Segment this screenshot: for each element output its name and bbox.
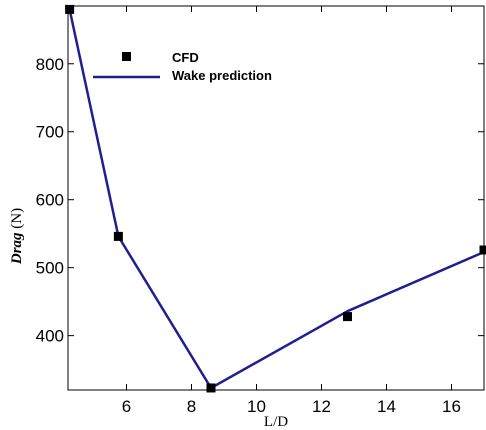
cfd-point [113, 231, 123, 241]
cfd-point [206, 383, 216, 393]
y-axis-title: Drag (N) [9, 208, 25, 265]
y-axis-title-main: Drag [9, 232, 25, 265]
x-tick-label: 16 [442, 397, 461, 416]
y-tick-label: 500 [36, 259, 64, 278]
x-tick-label: 14 [377, 397, 396, 416]
cfd-point [343, 312, 352, 322]
wake-prediction-line [68, 9, 485, 390]
cfd-point [479, 245, 486, 255]
legend-cfd-marker [122, 52, 131, 61]
x-tick-label: 6 [122, 397, 131, 416]
y-tick-label: 600 [36, 191, 64, 210]
legend-cfd-label: CFD [172, 50, 199, 65]
y-tick-label: 700 [36, 123, 64, 142]
legend-wake-label: Wake prediction [172, 68, 272, 83]
axis-ticks: 6 8 10 12 14 16 400 500 600 700 800 [36, 6, 484, 416]
y-axis-title-unit: (N) [9, 208, 25, 233]
cfd-point [65, 4, 75, 14]
x-tick-label: 12 [312, 397, 331, 416]
x-tick-label: 10 [247, 397, 266, 416]
y-tick-label: 800 [36, 55, 64, 74]
x-tick-label: 8 [187, 397, 196, 416]
series-layer [65, 4, 486, 393]
plot-frame [67, 5, 485, 391]
y-tick-label: 400 [36, 327, 64, 346]
x-axis-title: L/D [264, 414, 288, 430]
legend: CFD Wake prediction [93, 50, 272, 83]
plot-area [67, 5, 485, 391]
